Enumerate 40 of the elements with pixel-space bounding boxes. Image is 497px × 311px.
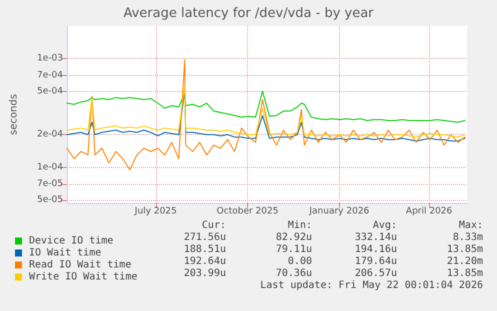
legend-label: Device IO time: [29, 236, 114, 246]
x-tick-label: October 2025: [216, 206, 278, 216]
y-tick-label: 5e-05: [37, 195, 63, 206]
text: 188.51u: [184, 244, 226, 256]
text: Avg:: [372, 220, 397, 232]
y-tick-label: 7e-04: [37, 70, 64, 81]
line-series: [66, 90, 466, 123]
line-series: [66, 59, 466, 170]
text: Max:: [458, 220, 483, 232]
x-tick-label: July 2025: [134, 206, 177, 216]
text: 13.85m: [446, 244, 483, 256]
y-axis-title: seconds: [8, 94, 20, 135]
text: 192.64u: [184, 256, 226, 268]
text: 332.14u: [354, 232, 397, 244]
text: 194.16u: [354, 244, 397, 256]
legend-label: Read IO Wait time: [29, 260, 132, 270]
y-tick-label: 1e-03: [37, 54, 63, 64]
text: 206.57u: [354, 268, 397, 280]
text: 0.00: [288, 256, 312, 268]
chart-title: Average latency for /dev/vda - by year: [123, 6, 374, 21]
x-tick-label: April 2026: [406, 206, 453, 216]
text: 79.11u: [276, 244, 312, 256]
text: 70.36u: [276, 268, 312, 280]
text: Cur:: [202, 220, 226, 232]
text: 82.92u: [276, 232, 312, 244]
legend-label: IO Wait time: [29, 248, 102, 258]
text: Last update: Fri May 22 00:01:04 2026: [260, 280, 483, 292]
legend-label: Write IO Wait time: [29, 272, 138, 282]
text: Min:: [288, 220, 312, 232]
text: 8.33m: [452, 232, 483, 244]
text: 21.20m: [446, 256, 483, 268]
text: 13.85m: [446, 268, 483, 280]
y-tick-label: 7e-05: [37, 179, 63, 190]
y-tick-label: 2e-04: [37, 130, 64, 140]
text: 203.99u: [184, 268, 226, 280]
text: 179.64u: [354, 256, 397, 268]
x-tick-label: January 2026: [308, 206, 370, 216]
y-tick-label: 5e-04: [37, 86, 64, 96]
y-tick-label: 1e-04: [37, 162, 64, 172]
text: 271.56u: [184, 232, 226, 244]
